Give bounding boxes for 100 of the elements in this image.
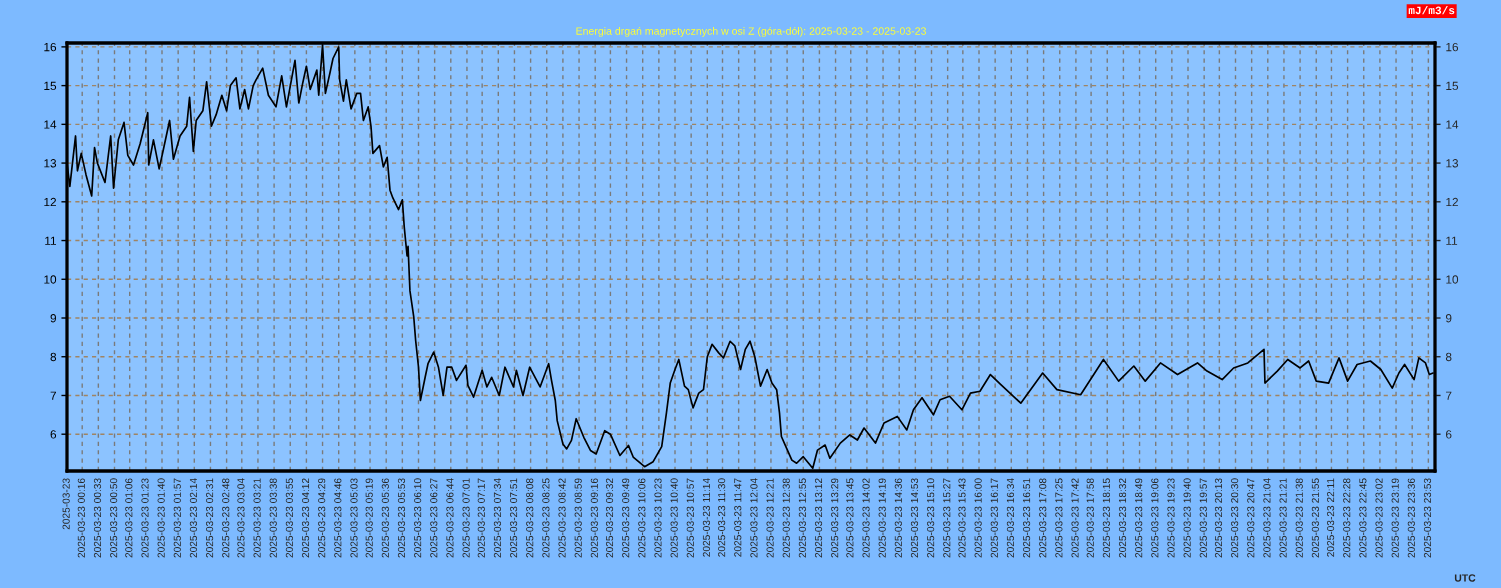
- x-tick-label: 2025-03-23 11:30: [718, 478, 726, 557]
- x-tick-label: 2025-03-23 11:47: [734, 478, 742, 557]
- x-tick-label: 2025-03-23 12:38: [782, 478, 790, 558]
- x-tick-label: 2025-03-23 21:04: [1263, 478, 1271, 558]
- x-tick-label: 2025-03-23 14:53: [910, 478, 919, 558]
- x-tick-label: 2025-03-23 20:30: [1231, 478, 1239, 558]
- x-tick-label: 2025-03-23 17:42: [1071, 478, 1079, 558]
- x-tick-label: 2025-03-23 21:21: [1279, 478, 1287, 558]
- x-tick-label: 2025-03-23 19:06: [1151, 478, 1159, 558]
- x-axis-title: UTC: [1454, 574, 1476, 582]
- y-tick-label: 13: [44, 159, 57, 168]
- x-tick-label: 2025-03-23 15:27: [943, 478, 951, 558]
- chart-title: Energia drgań magnetycznych w osi Z (góra-dół): 2025-03-23 - 2025-03-23: [576, 26, 926, 37]
- x-tick-label: 2025-03-23 06:10: [414, 478, 422, 558]
- y2-tick-label: 15: [1446, 81, 1459, 90]
- x-tick-label: 2025-03-23 16:34: [1006, 478, 1015, 558]
- x-tick-label: 2025-03-23 15:10: [927, 478, 935, 558]
- y-tick-label: 8: [50, 352, 57, 362]
- x-tick-label: 2025-03-23 23:19: [1391, 478, 1399, 558]
- y2-tick-label: 16: [1446, 42, 1459, 52]
- y2-tick-label: 9: [1445, 314, 1452, 323]
- x-tick-label: 2025-03-23 02:31: [205, 478, 214, 558]
- x-tick-label: 2025-03-23 22:28: [1343, 478, 1351, 558]
- x-tick-label: 2025-03-23 16:00: [974, 478, 982, 558]
- x-tick-label: 2025-03-23 19:40: [1183, 478, 1191, 558]
- y2-tick-label: 8: [1445, 352, 1452, 362]
- x-tick-label: 2025-03-23 02:14: [189, 478, 198, 558]
- x-tick-label: 2025-03-23 00:16: [77, 478, 85, 558]
- y-tick-label: 14: [44, 120, 57, 129]
- x-tick-label: 2025-03-23 13:45: [846, 478, 854, 558]
- x-tick-label: 2025-03-23 21:55: [1311, 478, 1319, 558]
- x-tick-label: 2025-03-23 08:59: [574, 478, 582, 558]
- x-tick-label: 2025-03-23 04:46: [334, 478, 342, 558]
- x-tick-label: 2025-03-23 16:51: [1022, 478, 1031, 558]
- x-tick-label: 2025-03-23 03:21: [253, 478, 261, 558]
- x-tick-label: 2025-03-23 05:19: [365, 478, 373, 558]
- x-tick-label: 2025-03-23 01:40: [157, 478, 165, 558]
- x-tick-label: 2025-03-23 01:57: [173, 478, 181, 558]
- x-tick-label: 2025-03-23 04:12: [301, 478, 310, 558]
- x-tick-label: 2025-03-23 13:12: [814, 478, 823, 558]
- text: mJ/m3/s: [1408, 6, 1455, 15]
- y-tick-label: 15: [44, 81, 57, 90]
- y-tick-label: 10: [44, 275, 57, 284]
- x-tick-label: 2025-03-23 17:58: [1086, 478, 1094, 558]
- y2-tick-label: 12: [1446, 197, 1458, 207]
- x-tick-label: 2025-03-23 05:36: [381, 478, 389, 558]
- x-tick-label: 2025-03-23 23:36: [1407, 478, 1415, 558]
- y-tick-label: 7: [50, 391, 56, 400]
- x-tick-label: 2025-03-23 06:27: [430, 478, 438, 558]
- x-tick-label: 2025-03-23 20:13: [1214, 478, 1223, 558]
- x-tick-label: 2025-03-23 11:14: [702, 478, 711, 557]
- x-tick-label: 2025-03-23 00:50: [110, 478, 118, 558]
- x-tick-label: 2025-03-23 07:51: [509, 478, 518, 558]
- x-tick-label: 2025-03-23 05:53: [397, 478, 406, 558]
- y-tick-label: 9: [50, 314, 57, 323]
- x-tick-label: 2025-03-23 10:23: [654, 478, 662, 558]
- x-tick-label: 2025-03-23 07:34: [493, 478, 502, 558]
- x-tick-label: 2025-03-23 15:43: [958, 478, 966, 558]
- y2-tick-label: 7: [1446, 391, 1452, 400]
- x-tick-label: 2025-03-23 14:36: [894, 478, 902, 558]
- x-tick-label: 2025-03-23: [62, 478, 70, 530]
- x-tick-label: 2025-03-23 18:49: [1135, 478, 1143, 558]
- x-tick-label: 2025-03-23 03:04: [237, 478, 245, 558]
- x-tick-label: 2025-03-23 07:17: [477, 478, 485, 558]
- x-tick-label: 2025-03-23 00:33: [93, 478, 102, 558]
- y2-tick-label: 6: [1446, 430, 1452, 439]
- x-tick-label: 2025-03-23 13:29: [831, 478, 839, 558]
- x-tick-label: 2025-03-23 23:02: [1375, 478, 1383, 558]
- x-tick-label: 2025-03-23 12:21: [766, 478, 774, 558]
- x-tick-label: 2025-03-23 12:55: [798, 478, 806, 558]
- x-tick-label: 2025-03-23 03:55: [285, 478, 293, 558]
- x-tick-label: 2025-03-23 04:29: [318, 478, 326, 558]
- y-tick-label: 16: [44, 42, 57, 52]
- x-tick-label: 2025-03-23 09:16: [590, 478, 598, 558]
- x-tick-label: 2025-03-23 17:25: [1055, 478, 1063, 558]
- x-tick-label: 2025-03-23 10:06: [638, 478, 646, 558]
- x-tick-label: 2025-03-23 03:38: [269, 478, 277, 558]
- y-tick-label: 11: [45, 236, 57, 245]
- y2-tick-label: 11: [1446, 236, 1458, 245]
- y-tick-label: 12: [44, 197, 56, 207]
- x-tick-label: 2025-03-23 12:04: [750, 478, 758, 558]
- y-tick-label: 6: [50, 430, 57, 439]
- x-tick-label: 2025-03-23 14:19: [878, 478, 886, 558]
- x-tick-label: 2025-03-23 22:45: [1359, 478, 1367, 558]
- x-tick-label: 2025-03-23 18:32: [1118, 478, 1127, 558]
- x-tick-label: 2025-03-23 14:02: [862, 478, 870, 558]
- x-tick-label: 2025-03-23 02:48: [222, 478, 230, 558]
- y2-tick-label: 13: [1446, 159, 1459, 168]
- x-tick-label: 2025-03-23 19:23: [1167, 478, 1175, 558]
- x-tick-label: 2025-03-23 19:57: [1199, 478, 1207, 558]
- x-tick-label: 2025-03-23 09:32: [605, 478, 614, 558]
- x-tick-label: 2025-03-23 06:44: [446, 478, 454, 558]
- x-tick-label: 2025-03-23 23:53: [1423, 478, 1432, 558]
- x-tick-label: 2025-03-23 18:15: [1102, 478, 1110, 558]
- x-tick-label: 2025-03-23 07:01: [462, 478, 470, 558]
- x-tick-label: 2025-03-23 08:08: [526, 478, 534, 558]
- x-tick-label: 2025-03-23 08:25: [542, 478, 550, 558]
- x-tick-label: 2025-03-23 16:17: [990, 478, 998, 558]
- x-tick-label: 2025-03-23 01:06: [125, 478, 133, 558]
- x-tick-label: 2025-03-23 20:47: [1247, 478, 1255, 558]
